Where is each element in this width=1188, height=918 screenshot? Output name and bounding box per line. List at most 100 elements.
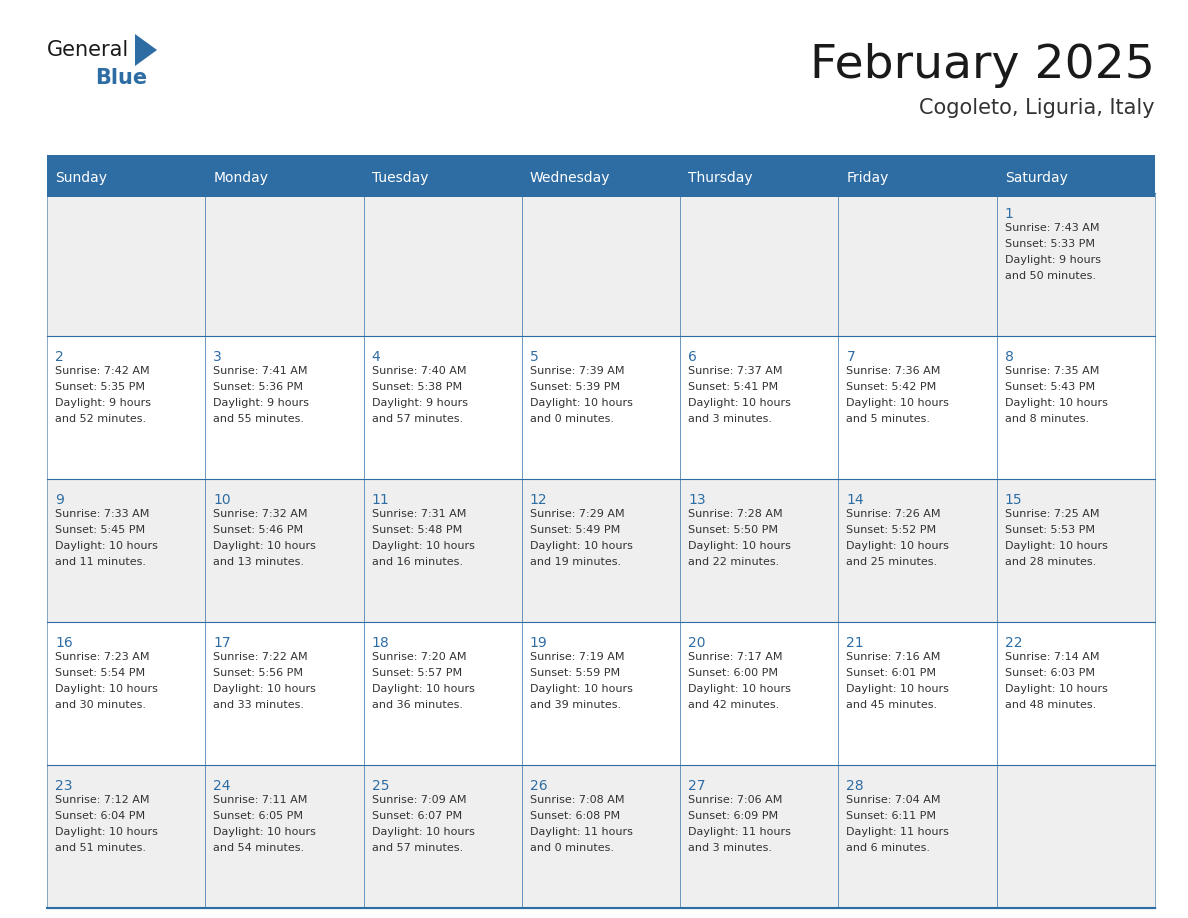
Bar — [997, 159, 1155, 197]
Text: Sunrise: 7:31 AM: Sunrise: 7:31 AM — [372, 509, 466, 519]
Text: Sunset: 5:56 PM: Sunset: 5:56 PM — [214, 668, 303, 678]
Text: and 6 minutes.: and 6 minutes. — [846, 843, 930, 853]
Text: 20: 20 — [688, 636, 706, 650]
Bar — [522, 479, 681, 622]
Text: Daylight: 10 hours: Daylight: 10 hours — [846, 398, 949, 408]
Text: and 19 minutes.: and 19 minutes. — [530, 557, 621, 567]
Text: Sunrise: 7:42 AM: Sunrise: 7:42 AM — [55, 366, 150, 376]
Text: and 39 minutes.: and 39 minutes. — [530, 700, 621, 710]
Text: Sunset: 6:01 PM: Sunset: 6:01 PM — [846, 668, 936, 678]
Bar — [681, 622, 839, 765]
Text: Daylight: 10 hours: Daylight: 10 hours — [688, 684, 791, 694]
Bar — [681, 765, 839, 908]
Text: Sunset: 6:04 PM: Sunset: 6:04 PM — [55, 811, 145, 821]
Text: and 52 minutes.: and 52 minutes. — [55, 414, 146, 424]
Text: Sunrise: 7:43 AM: Sunrise: 7:43 AM — [1005, 223, 1099, 233]
Bar — [522, 765, 681, 908]
Text: and 8 minutes.: and 8 minutes. — [1005, 414, 1089, 424]
Bar — [997, 336, 1155, 479]
Text: Sunrise: 7:32 AM: Sunrise: 7:32 AM — [214, 509, 308, 519]
Text: Daylight: 10 hours: Daylight: 10 hours — [530, 541, 633, 551]
Text: and 50 minutes.: and 50 minutes. — [1005, 271, 1095, 281]
Text: Sunrise: 7:37 AM: Sunrise: 7:37 AM — [688, 366, 783, 376]
Text: Cogoleto, Liguria, Italy: Cogoleto, Liguria, Italy — [920, 98, 1155, 118]
Polygon shape — [135, 34, 157, 66]
Text: Monday: Monday — [214, 171, 268, 185]
Bar — [681, 193, 839, 336]
Text: Sunrise: 7:11 AM: Sunrise: 7:11 AM — [214, 795, 308, 805]
Bar — [522, 193, 681, 336]
Text: Sunrise: 7:19 AM: Sunrise: 7:19 AM — [530, 652, 625, 662]
Text: Sunrise: 7:39 AM: Sunrise: 7:39 AM — [530, 366, 625, 376]
Text: 4: 4 — [372, 350, 380, 364]
Bar — [364, 193, 522, 336]
Text: Friday: Friday — [846, 171, 889, 185]
Text: Sunset: 6:07 PM: Sunset: 6:07 PM — [372, 811, 462, 821]
Bar — [522, 622, 681, 765]
Text: 18: 18 — [372, 636, 390, 650]
Bar — [522, 159, 681, 197]
Text: Blue: Blue — [95, 68, 147, 88]
Text: Saturday: Saturday — [1005, 171, 1068, 185]
Text: and 11 minutes.: and 11 minutes. — [55, 557, 146, 567]
Text: Sunset: 5:48 PM: Sunset: 5:48 PM — [372, 525, 462, 535]
Bar — [839, 193, 997, 336]
Bar — [997, 479, 1155, 622]
Bar — [206, 193, 364, 336]
Text: Sunrise: 7:12 AM: Sunrise: 7:12 AM — [55, 795, 150, 805]
Text: and 51 minutes.: and 51 minutes. — [55, 843, 146, 853]
Text: Sunrise: 7:17 AM: Sunrise: 7:17 AM — [688, 652, 783, 662]
Text: 19: 19 — [530, 636, 548, 650]
Text: Sunset: 5:41 PM: Sunset: 5:41 PM — [688, 382, 778, 392]
Text: Sunrise: 7:29 AM: Sunrise: 7:29 AM — [530, 509, 625, 519]
Text: Sunrise: 7:23 AM: Sunrise: 7:23 AM — [55, 652, 150, 662]
Text: Daylight: 10 hours: Daylight: 10 hours — [55, 684, 158, 694]
Text: Sunrise: 7:06 AM: Sunrise: 7:06 AM — [688, 795, 783, 805]
Text: Sunset: 5:45 PM: Sunset: 5:45 PM — [55, 525, 145, 535]
Bar — [48, 159, 206, 197]
Text: Sunset: 5:39 PM: Sunset: 5:39 PM — [530, 382, 620, 392]
Text: 24: 24 — [214, 779, 230, 793]
Text: and 30 minutes.: and 30 minutes. — [55, 700, 146, 710]
Text: Sunset: 5:43 PM: Sunset: 5:43 PM — [1005, 382, 1095, 392]
Text: Sunset: 6:09 PM: Sunset: 6:09 PM — [688, 811, 778, 821]
Text: Sunset: 5:36 PM: Sunset: 5:36 PM — [214, 382, 303, 392]
Bar — [206, 622, 364, 765]
Text: Sunset: 5:35 PM: Sunset: 5:35 PM — [55, 382, 145, 392]
Text: and 3 minutes.: and 3 minutes. — [688, 414, 772, 424]
Text: 8: 8 — [1005, 350, 1013, 364]
Text: and 42 minutes.: and 42 minutes. — [688, 700, 779, 710]
Text: Sunset: 6:11 PM: Sunset: 6:11 PM — [846, 811, 936, 821]
Text: Sunrise: 7:40 AM: Sunrise: 7:40 AM — [372, 366, 466, 376]
Text: Daylight: 11 hours: Daylight: 11 hours — [530, 827, 633, 837]
Text: and 0 minutes.: and 0 minutes. — [530, 414, 614, 424]
Text: Daylight: 9 hours: Daylight: 9 hours — [214, 398, 309, 408]
Text: Sunset: 5:53 PM: Sunset: 5:53 PM — [1005, 525, 1094, 535]
Text: Sunset: 6:05 PM: Sunset: 6:05 PM — [214, 811, 303, 821]
Text: Daylight: 10 hours: Daylight: 10 hours — [372, 684, 474, 694]
Text: and 45 minutes.: and 45 minutes. — [846, 700, 937, 710]
Text: Daylight: 10 hours: Daylight: 10 hours — [846, 541, 949, 551]
Bar — [681, 159, 839, 197]
Bar — [206, 765, 364, 908]
Text: Sunrise: 7:36 AM: Sunrise: 7:36 AM — [846, 366, 941, 376]
Text: and 55 minutes.: and 55 minutes. — [214, 414, 304, 424]
Text: Daylight: 9 hours: Daylight: 9 hours — [1005, 255, 1101, 265]
Text: Sunrise: 7:25 AM: Sunrise: 7:25 AM — [1005, 509, 1099, 519]
Text: Daylight: 10 hours: Daylight: 10 hours — [530, 398, 633, 408]
Text: 17: 17 — [214, 636, 230, 650]
Text: Sunset: 5:57 PM: Sunset: 5:57 PM — [372, 668, 462, 678]
Text: 22: 22 — [1005, 636, 1022, 650]
Bar — [48, 765, 206, 908]
Text: Sunset: 6:00 PM: Sunset: 6:00 PM — [688, 668, 778, 678]
Bar — [839, 622, 997, 765]
Text: Wednesday: Wednesday — [530, 171, 611, 185]
Text: Sunrise: 7:33 AM: Sunrise: 7:33 AM — [55, 509, 150, 519]
Bar — [522, 336, 681, 479]
Text: 27: 27 — [688, 779, 706, 793]
Text: 15: 15 — [1005, 493, 1023, 507]
Text: Sunrise: 7:20 AM: Sunrise: 7:20 AM — [372, 652, 466, 662]
Text: Daylight: 10 hours: Daylight: 10 hours — [214, 541, 316, 551]
Bar — [364, 479, 522, 622]
Text: Sunrise: 7:28 AM: Sunrise: 7:28 AM — [688, 509, 783, 519]
